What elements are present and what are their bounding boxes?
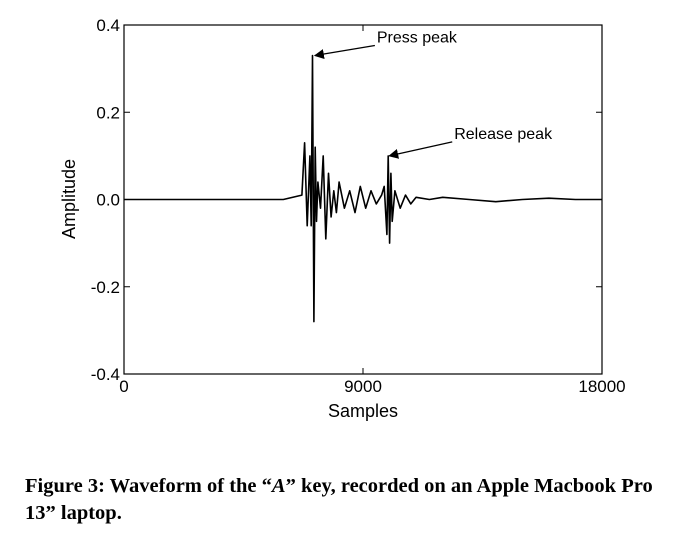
y-tick-label: 0.4 <box>96 16 120 35</box>
x-tick-label: 18000 <box>578 377 625 396</box>
y-tick-label: -0.4 <box>91 365 120 384</box>
y-tick-label: -0.2 <box>91 278 120 297</box>
annotations: Press peak Release peak <box>313 30 553 159</box>
y-tick-label: 0.0 <box>96 191 120 210</box>
caption-key: A <box>271 475 286 497</box>
press-peak-arrow <box>313 44 375 59</box>
y-tick-label: 0.2 <box>96 103 120 122</box>
press-peak-label: Press peak <box>377 30 458 47</box>
release-peak-arrow <box>388 141 453 159</box>
x-axis-title: Samples <box>328 401 398 421</box>
waveform-line <box>124 54 602 323</box>
caption-suffix: ” key, recorded on an Apple Macbook Pro … <box>25 475 653 524</box>
x-tick-label: 0 <box>119 377 128 396</box>
y-axis-title: Amplitude <box>59 159 79 239</box>
caption-prefix: Figure 3: Waveform of the “ <box>25 475 272 497</box>
x-tick-label: 9000 <box>344 377 382 396</box>
figure-caption: Figure 3: Waveform of the “A” key, recor… <box>25 473 665 527</box>
axis-tick-labels: 0.4 0.2 0.0 -0.2 -0.40 9000 18000 <box>91 16 626 396</box>
release-peak-label: Release peak <box>454 126 553 143</box>
